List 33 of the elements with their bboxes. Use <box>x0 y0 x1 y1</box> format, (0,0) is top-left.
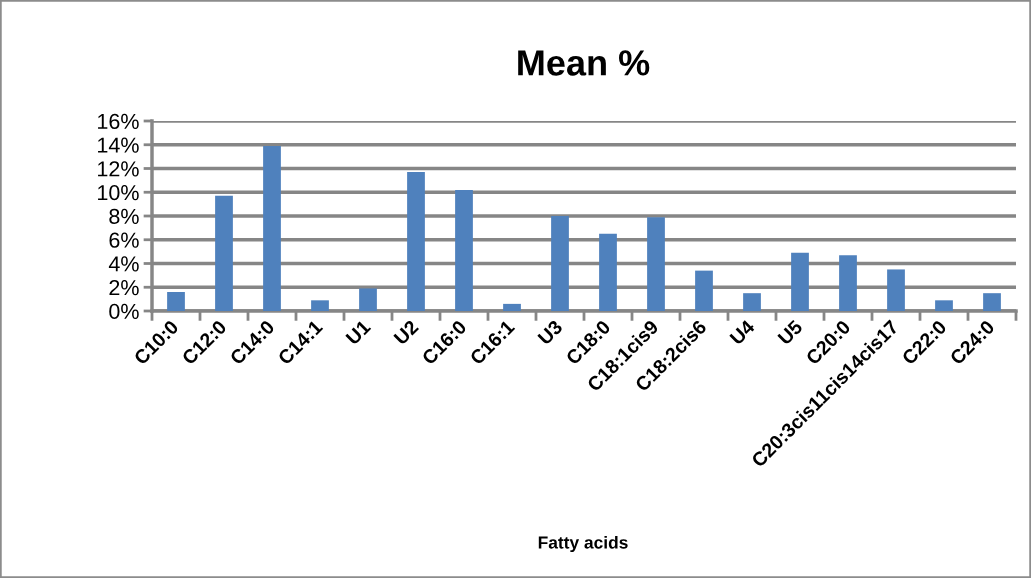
bar <box>503 303 521 311</box>
x-axis-title: Fatty acids <box>538 535 628 553</box>
bar <box>551 216 569 311</box>
bar <box>743 293 761 311</box>
x-tick-label: U3 <box>537 319 564 346</box>
bar <box>887 269 905 311</box>
chart-title: Mean % <box>518 50 650 76</box>
bar <box>311 300 329 311</box>
y-tick-label: 6% <box>109 232 139 248</box>
bar <box>647 217 665 311</box>
y-tick-label: 12% <box>98 161 139 177</box>
bar <box>839 255 857 311</box>
bar <box>359 288 377 311</box>
y-tick-label: 0% <box>109 303 139 320</box>
bar <box>695 270 713 311</box>
bar <box>599 233 617 311</box>
y-tick-label: 10% <box>98 185 139 201</box>
y-tick-label: 2% <box>109 280 139 296</box>
y-tick-label: 14% <box>98 137 139 153</box>
y-tick-label: 4% <box>108 256 139 272</box>
y-tick-label: 16% <box>98 113 139 130</box>
bar <box>263 145 281 311</box>
bar <box>791 252 809 311</box>
bar <box>935 300 953 311</box>
x-tick-label: U4 <box>729 319 756 346</box>
bar <box>215 195 233 311</box>
bar <box>167 292 185 311</box>
x-tick-label: U2 <box>393 319 420 346</box>
x-tick-label: U1 <box>345 319 372 346</box>
y-tick-label: 8% <box>109 208 139 225</box>
bar <box>983 293 1001 311</box>
bar <box>407 172 425 311</box>
bar <box>455 189 473 311</box>
